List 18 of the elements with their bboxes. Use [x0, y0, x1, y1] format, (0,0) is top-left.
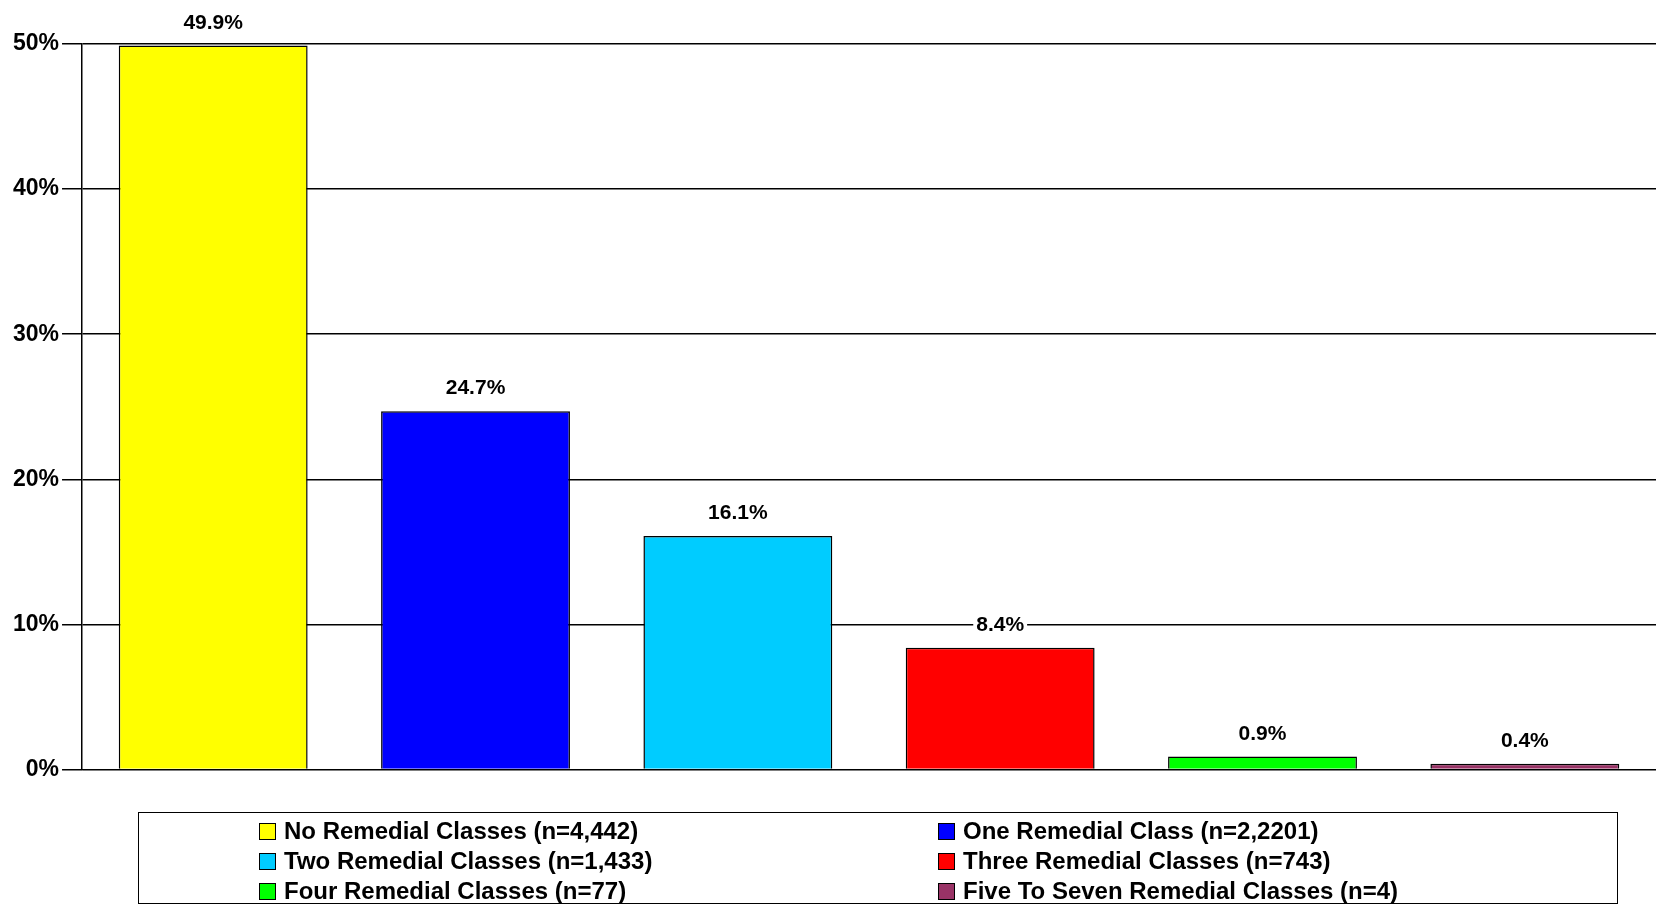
text: 8.4%: [976, 612, 1025, 635]
legend-label: Five To Seven Remedial Classes (n=4): [963, 877, 1399, 905]
legend-label: No Remedial Classes (n=4,442): [284, 817, 639, 845]
y-tick-label: 40%: [12, 174, 60, 201]
text: 16.1%: [708, 500, 768, 524]
text: 24.7%: [445, 375, 506, 399]
legend-label: Four Remedial Classes (n=77): [284, 877, 627, 905]
text: 49.9%: [183, 9, 243, 33]
legend-label: Two Remedial Classes (n=1,433): [284, 847, 653, 875]
y-tick-label: 20%: [12, 464, 60, 491]
legend-label: One Remedial Class (n=2,2201): [963, 817, 1319, 845]
legend-label: Three Remedial Classes (n=743): [963, 847, 1331, 875]
text: 0.9%: [1238, 720, 1287, 744]
text: 0.4%: [1500, 728, 1549, 752]
y-tick-label: 50%: [12, 29, 60, 56]
y-tick-label: 10%: [12, 609, 60, 636]
y-tick-label: 30%: [12, 319, 60, 346]
y-tick-label: 0%: [25, 754, 60, 781]
